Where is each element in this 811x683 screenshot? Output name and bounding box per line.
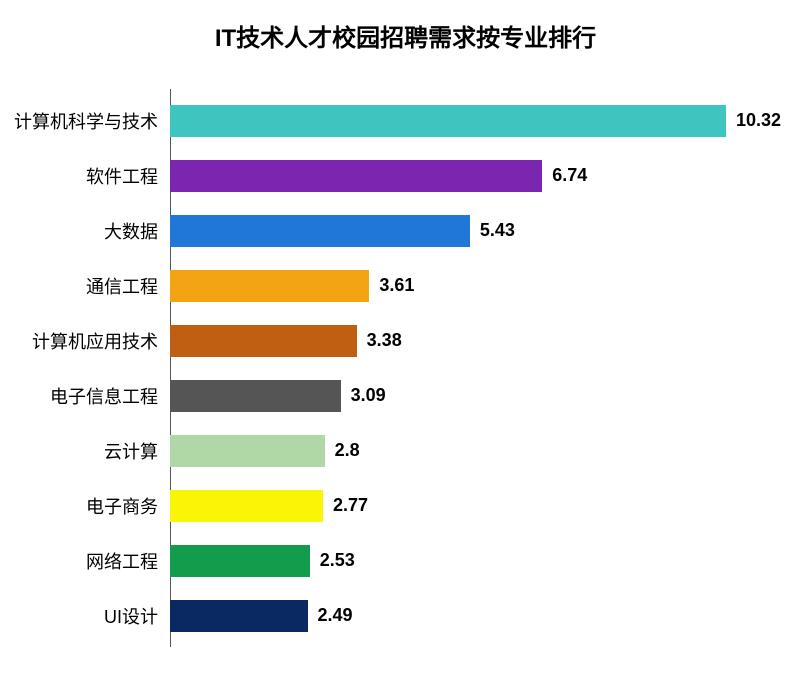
bar-row: 云计算2.8: [170, 423, 781, 478]
bar-rect: [170, 105, 726, 137]
bar-category-label: 大数据: [104, 218, 170, 244]
bar-row: 电子商务2.77: [170, 478, 781, 533]
bar-rect: [170, 325, 357, 357]
bar-rect: [170, 435, 325, 467]
bar-category-label: 电子信息工程: [50, 383, 170, 409]
bar-value-label: 3.38: [357, 330, 402, 351]
bar-row: 计算机应用技术3.38: [170, 313, 781, 368]
bar-value-label: 2.8: [325, 440, 360, 461]
bar-rect: [170, 545, 310, 577]
bar-category-label: 云计算: [104, 438, 170, 464]
bar-value-label: 2.77: [323, 495, 368, 516]
bar-value-label: 6.74: [542, 165, 587, 186]
bar-rect: [170, 600, 308, 632]
bar-category-label: UI设计: [104, 603, 170, 629]
bar-rect: [170, 490, 323, 522]
bars-container: 计算机科学与技术10.32软件工程6.74大数据5.43通信工程3.61计算机应…: [170, 93, 781, 643]
bar-value-label: 2.49: [308, 605, 353, 626]
bar-category-label: 电子商务: [86, 493, 170, 519]
bar-row: 软件工程6.74: [170, 148, 781, 203]
bar-row: UI设计2.49: [170, 588, 781, 643]
bar-value-label: 3.09: [341, 385, 386, 406]
bar-category-label: 软件工程: [86, 163, 170, 189]
bar-row: 大数据5.43: [170, 203, 781, 258]
bar-value-label: 5.43: [470, 220, 515, 241]
bar-category-label: 计算机应用技术: [32, 328, 170, 354]
bar-row: 电子信息工程3.09: [170, 368, 781, 423]
bar-rect: [170, 215, 470, 247]
bar-category-label: 计算机科学与技术: [14, 108, 170, 134]
bar-rect: [170, 160, 542, 192]
bar-row: 网络工程2.53: [170, 533, 781, 588]
chart-title: IT技术人才校园招聘需求按专业排行: [0, 0, 811, 63]
bar-rect: [170, 270, 369, 302]
bar-category-label: 通信工程: [86, 273, 170, 299]
bar-value-label: 10.32: [726, 110, 781, 131]
bar-row: 计算机科学与技术10.32: [170, 93, 781, 148]
bar-rect: [170, 380, 341, 412]
bar-value-label: 2.53: [310, 550, 355, 571]
bar-row: 通信工程3.61: [170, 258, 781, 313]
bar-category-label: 网络工程: [86, 548, 170, 574]
chart-plot-area: 计算机科学与技术10.32软件工程6.74大数据5.43通信工程3.61计算机应…: [170, 93, 781, 643]
bar-value-label: 3.61: [369, 275, 414, 296]
